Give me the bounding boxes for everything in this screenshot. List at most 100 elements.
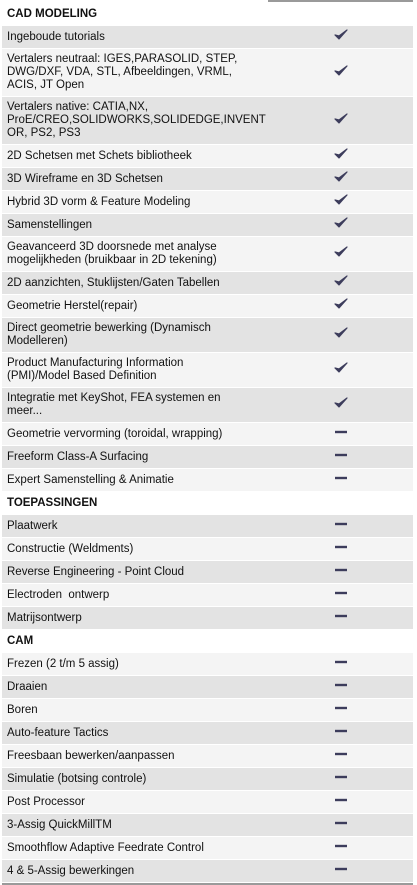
section-header: CAD MODELING (2, 3, 413, 26)
feature-row: Ingeboude tutorials (2, 25, 413, 49)
check-icon (333, 275, 348, 286)
check (333, 29, 348, 40)
check (333, 217, 348, 228)
feature-status (268, 813, 413, 837)
feature-status (268, 606, 413, 630)
feature-status (268, 514, 413, 538)
feature-status (268, 744, 413, 768)
feature-status (268, 294, 413, 318)
check-icon (333, 171, 348, 182)
section-title: CAD MODELING (2, 3, 268, 26)
dash-icon (334, 430, 347, 434)
feature-name: 2D aanzichten, Stuklijsten/Gaten Tabelle… (2, 271, 268, 295)
feature-row: Plaatwerk (2, 514, 413, 538)
feature-name: Draaien (2, 675, 268, 699)
feature-status (268, 583, 413, 607)
feature-name: Expert Samenstelling & Animatie (2, 468, 268, 492)
feature-row: Samenstellingen (2, 213, 413, 237)
dash-icon (334, 660, 347, 664)
feature-status (268, 190, 413, 214)
feature-name: Boren (2, 698, 268, 722)
feature-row: Simulatie (botsing controle) (2, 767, 413, 791)
section-header: CAM (2, 629, 413, 653)
feature-status (268, 236, 413, 272)
feature-row: Vertalers neutraal: IGES,PARASOLID, STEP… (2, 48, 413, 97)
feature-name: Freeform Class-A Surfacing (2, 445, 268, 469)
feature-name: Hybrid 3D vorm & Feature Modeling (2, 190, 268, 214)
feature-name: Post Processor (2, 790, 268, 814)
dash-icon (334, 476, 347, 480)
check (333, 275, 348, 286)
feature-row: Freeform Class-A Surfacing (2, 445, 413, 469)
check (333, 246, 348, 257)
dash-icon (334, 453, 347, 457)
feature-row: Expert Samenstelling & Animatie (2, 468, 413, 492)
bottom-rule (2, 883, 413, 885)
feature-row: Geometrie Herstel(repair) (2, 294, 413, 318)
feature-status (268, 652, 413, 676)
check-icon (333, 64, 348, 76)
feature-row: Integratie met KeyShot, FEA systemen en … (2, 387, 413, 423)
check (333, 298, 348, 309)
table: CAD MODELING Ingeboude tutorials Vertalers… (2, 3, 413, 883)
feature-name: Electroden ontwerp (2, 583, 268, 607)
dash-icon (334, 821, 347, 825)
check-icon (333, 217, 348, 228)
feature-name: Reverse Engineering - Point Cloud (2, 560, 268, 584)
feature-status (268, 836, 413, 860)
feature-status (268, 352, 413, 388)
feature-status (268, 96, 413, 145)
feature-row: 3-Assig QuickMillTM (2, 813, 413, 837)
feature-row: Freesbaan bewerken/aanpassen (2, 744, 413, 768)
feature-table: CAD MODELING Ingeboude tutorials Vertalers… (2, 3, 413, 885)
feature-name: Product Manufacturing Information (PMI)/… (2, 352, 268, 388)
feature-status (268, 468, 413, 492)
feature-name: Geometrie vervorming (toroidal, wrapping… (2, 422, 268, 446)
check (333, 171, 348, 182)
feature-status (268, 387, 413, 423)
dash-icon (334, 683, 347, 687)
feature-name: Matrijsontwerp (2, 606, 268, 630)
feature-row: 4 & 5-Assig bewerkingen (2, 859, 413, 883)
dash-icon (334, 522, 347, 526)
feature-status (268, 721, 413, 745)
check-icon (333, 194, 348, 205)
feature-name: Constructie (Weldments) (2, 537, 268, 561)
feature-row: 2D aanzichten, Stuklijsten/Gaten Tabelle… (2, 271, 413, 295)
section-blank (268, 491, 413, 515)
feature-name: Integratie met KeyShot, FEA systemen en … (2, 387, 268, 423)
check (333, 112, 348, 124)
feature-name: Simulatie (botsing controle) (2, 767, 268, 791)
check (333, 327, 348, 338)
feature-row: Hybrid 3D vorm & Feature Modeling (2, 190, 413, 214)
feature-row: Direct geometrie bewerking (Dynamisch Mo… (2, 317, 413, 353)
feature-name: Freesbaan bewerken/aanpassen (2, 744, 268, 768)
dash-icon (334, 867, 347, 871)
section-title: CAM (2, 629, 268, 653)
check-icon (333, 397, 348, 408)
feature-name: Geavanceerd 3D doorsnede met analyse mog… (2, 236, 268, 272)
feature-name: Samenstellingen (2, 213, 268, 237)
feature-row: Constructie (Weldments) (2, 537, 413, 561)
check-icon (333, 327, 348, 338)
feature-row: Vertalers native: CATIA,NX, ProE/CREO,SO… (2, 96, 413, 145)
feature-status (268, 317, 413, 353)
dash-icon (334, 545, 347, 549)
section-blank (268, 3, 413, 26)
feature-name: 3D Wireframe en 3D Schetsen (2, 167, 268, 191)
feature-row: Electroden ontwerp (2, 583, 413, 607)
dash-icon (334, 775, 347, 779)
check (333, 362, 348, 373)
feature-row: Product Manufacturing Information (PMI)/… (2, 352, 413, 388)
feature-status (268, 213, 413, 237)
feature-name: Direct geometrie bewerking (Dynamisch Mo… (2, 317, 268, 353)
feature-status (268, 25, 413, 49)
feature-status (268, 698, 413, 722)
feature-row: Boren (2, 698, 413, 722)
feature-name: Plaatwerk (2, 514, 268, 538)
dash-icon (334, 706, 347, 710)
feature-status (268, 167, 413, 191)
feature-row: 3D Wireframe en 3D Schetsen (2, 167, 413, 191)
top-rule (268, 0, 413, 2)
